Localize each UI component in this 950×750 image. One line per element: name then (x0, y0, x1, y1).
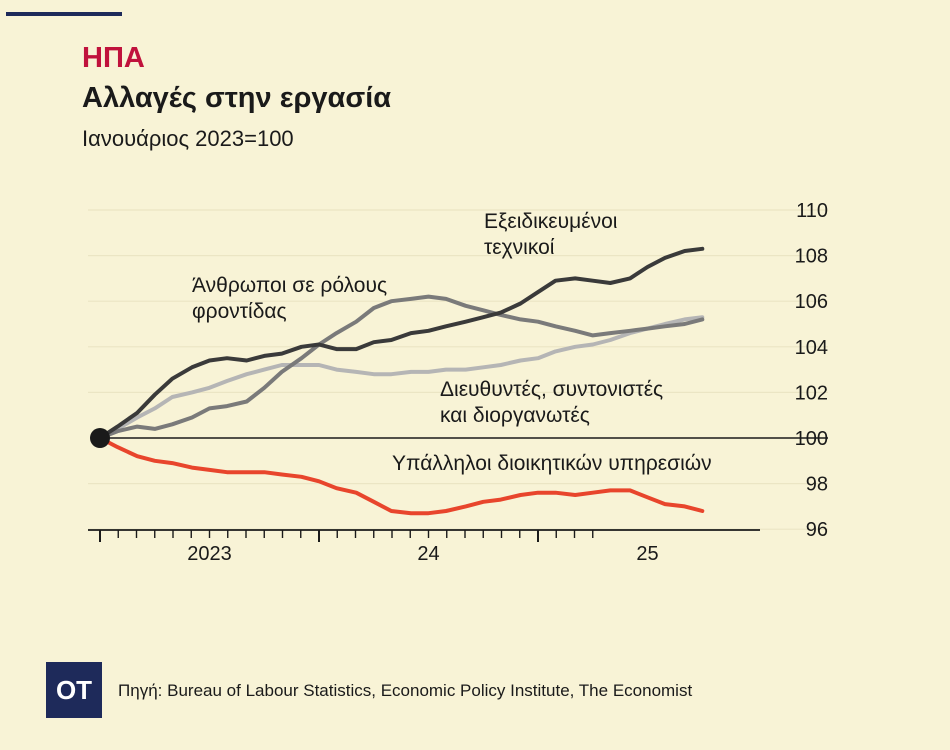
series-label: φροντίδας (192, 300, 287, 323)
y-tick-label: 100 (795, 428, 828, 450)
source-note: Πηγή: Bureau of Labour Statistics, Econo… (118, 681, 693, 700)
series-line (98, 436, 705, 516)
y-tick-label: 98 (806, 474, 828, 496)
x-tick-label: 2023 (187, 543, 232, 565)
series-label: Υπάλληλοι διοικητικών υπηρεσιών (392, 452, 712, 475)
y-tick-label: 102 (795, 382, 828, 404)
series-line (98, 315, 705, 440)
y-tick-label: 104 (795, 337, 828, 359)
x-tick-label: 24 (417, 543, 439, 565)
start-point-dot (90, 428, 110, 448)
y-tick-label: 96 (806, 519, 828, 541)
series-line (98, 246, 705, 440)
y-tick-label: 110 (796, 200, 828, 222)
series-label: Εξειδικευμένοι (484, 210, 618, 233)
series-label: Διευθυντές, συντονιστές (440, 378, 663, 401)
y-tick-label: 106 (795, 291, 828, 313)
chart-title: Αλλαγές στην εργασία (82, 82, 392, 114)
series-label: και διοργανωτές (440, 404, 590, 427)
chart-kicker: ΗΠΑ (82, 42, 145, 74)
series-label: Άνθρωποι σε ρόλους (192, 274, 387, 297)
publisher-logo: OT (46, 662, 102, 718)
series-line (98, 294, 705, 440)
series-label: τεχνικοί (484, 236, 555, 259)
accent-bar (6, 12, 122, 16)
y-tick-label: 108 (795, 246, 828, 268)
chart-subtitle: Ιανουάριος 2023=100 (82, 126, 294, 151)
x-tick-label: 25 (636, 543, 658, 565)
